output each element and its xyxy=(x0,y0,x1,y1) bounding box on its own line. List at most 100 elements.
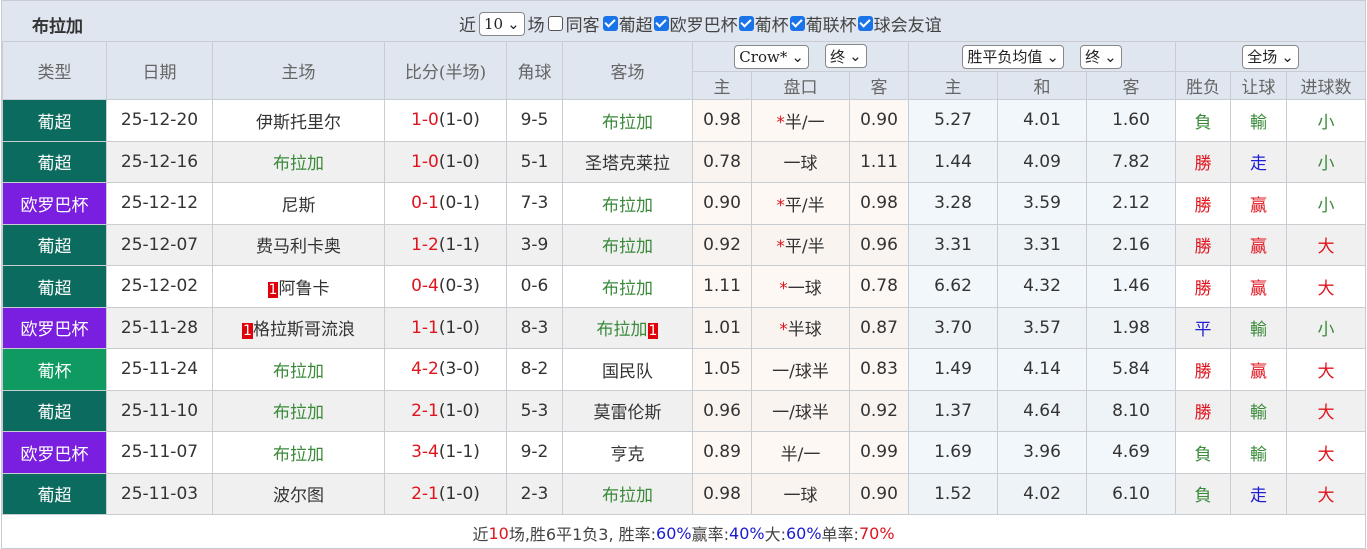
handicap-star: * xyxy=(776,237,785,258)
result-wdl: 勝 xyxy=(1175,140,1232,183)
match-count-select[interactable]: 10 ⌄ xyxy=(479,11,525,36)
subcol-header: 让球 xyxy=(1230,71,1288,100)
handicap-value: 一/球半 xyxy=(772,403,829,424)
date-cell: 25-11-07 xyxy=(106,431,213,474)
chevron-down-icon: ⌄ xyxy=(507,14,520,33)
half-time-score: (0-3) xyxy=(438,276,480,297)
avg-win: 6.62 xyxy=(908,265,999,308)
away-team-cell[interactable]: 圣塔克莱拉 xyxy=(562,140,693,183)
date-cell: 25-12-12 xyxy=(106,182,213,225)
result-goals: 大 xyxy=(1286,472,1365,515)
away-team-cell[interactable]: 布拉加 xyxy=(562,265,693,308)
away-team-cell[interactable]: 布拉加 xyxy=(562,472,693,515)
away-team-cell[interactable]: 布拉加1 xyxy=(562,306,693,349)
table-row: 葡超 25-11-03 波尔图 2-1(1-0) 2-3 布拉加 0.98 一球… xyxy=(2,472,1365,515)
avg-type-select[interactable]: 胜平负均值 ⌄ xyxy=(962,44,1064,69)
home-team-cell[interactable]: 1格拉斯哥流浪 xyxy=(212,306,385,349)
score-cell[interactable]: 2-1(1-0) xyxy=(384,389,507,432)
score-cell[interactable]: 1-0(1-0) xyxy=(384,99,507,142)
filters: 近 10 ⌄ 场 同客 葡超 欧罗巴杯 葡杯 葡联杯 球会友谊 xyxy=(459,11,942,36)
away-team: 布拉加 xyxy=(602,237,653,258)
odds-group: Crow* ⌄ 终 ⌄ xyxy=(691,41,910,72)
result-wdl: 負 xyxy=(1175,472,1232,515)
table-row: 欧罗巴杯 25-11-28 1格拉斯哥流浪 1-1(1-0) 8-3 布拉加1 … xyxy=(2,306,1365,349)
competition-cell[interactable]: 葡超 xyxy=(2,223,107,266)
competition-cell[interactable]: 葡杯 xyxy=(2,348,107,391)
result-goals: 小 xyxy=(1286,140,1365,183)
home-team: 布拉加 xyxy=(273,444,324,465)
result-handicap: 赢 xyxy=(1230,348,1288,391)
handicap-value: 一球 xyxy=(787,278,822,299)
score-cell[interactable]: 0-4(0-3) xyxy=(384,265,507,308)
avg-win: 1.44 xyxy=(908,140,999,183)
away-team-cell[interactable]: 莫雷伦斯 xyxy=(562,389,693,432)
competition-cell[interactable]: 欧罗巴杯 xyxy=(2,306,107,349)
home-team: 布拉加 xyxy=(273,403,324,424)
comp-checkbox[interactable] xyxy=(653,16,669,31)
home-team-cell[interactable]: 费马利卡奥 xyxy=(212,223,385,266)
away-team-cell[interactable]: 布拉加 xyxy=(562,182,693,225)
field-label: 场 xyxy=(527,16,545,36)
handicap-value: 平/半 xyxy=(784,237,825,258)
competition-cell[interactable]: 葡超 xyxy=(2,140,107,183)
home-team-cell[interactable]: 布拉加 xyxy=(212,431,385,474)
comp-checkbox[interactable] xyxy=(789,16,805,31)
competition-cell[interactable]: 欧罗巴杯 xyxy=(2,182,107,225)
home-team-cell[interactable]: 布拉加 xyxy=(212,348,385,391)
result-goals: 小 xyxy=(1286,99,1365,142)
odds-home: 0.98 xyxy=(692,99,752,142)
cover-rate: 40% xyxy=(729,523,765,543)
home-team-cell[interactable]: 尼斯 xyxy=(212,182,385,225)
comp-label: 葡超 xyxy=(618,16,653,36)
competition-cell[interactable]: 葡超 xyxy=(2,472,107,515)
subcol-header: 进球数 xyxy=(1286,71,1365,100)
summary-text: 大: xyxy=(764,525,786,544)
avg-time-select[interactable]: 终 ⌄ xyxy=(1080,44,1122,69)
home-team-cell[interactable]: 伊斯托里尔 xyxy=(212,99,385,142)
home-team-cell[interactable]: 1阿鲁卡 xyxy=(212,265,385,308)
score-cell[interactable]: 1-1(1-0) xyxy=(384,306,507,349)
handicap-line: 半/一 xyxy=(751,431,850,474)
away-team-cell[interactable]: 亨克 xyxy=(562,431,693,474)
competition-cell[interactable]: 欧罗巴杯 xyxy=(2,431,107,474)
red-card-badge: 1 xyxy=(267,281,279,298)
home-team: 伊斯托里尔 xyxy=(256,112,341,133)
away-team-cell[interactable]: 布拉加 xyxy=(562,223,693,266)
odds-home: 0.89 xyxy=(692,431,752,474)
handicap-star: * xyxy=(776,195,785,216)
score-cell[interactable]: 1-0(1-0) xyxy=(384,140,507,183)
scope-select[interactable]: 全场 ⌄ xyxy=(1242,44,1299,69)
score-cell[interactable]: 1-2(1-1) xyxy=(384,223,507,266)
avg-loss: 2.16 xyxy=(1086,223,1177,266)
score-cell[interactable]: 0-1(0-1) xyxy=(384,182,507,225)
full-time-score: 3-4 xyxy=(411,442,439,463)
odds-time-select[interactable]: 终 ⌄ xyxy=(825,44,867,69)
competition-cell[interactable]: 葡超 xyxy=(2,265,107,308)
full-time-score: 0-4 xyxy=(411,276,439,297)
date-cell: 25-11-24 xyxy=(106,348,213,391)
result-handicap: 輸 xyxy=(1230,306,1288,349)
comp-checkbox[interactable] xyxy=(738,16,754,31)
score-cell[interactable]: 4-2(3-0) xyxy=(384,348,507,391)
half-time-score: (1-0) xyxy=(438,400,480,421)
half-time-score: (0-1) xyxy=(438,193,480,214)
score-cell[interactable]: 3-4(1-1) xyxy=(384,431,507,474)
home-team-cell[interactable]: 波尔图 xyxy=(212,472,385,515)
odds-away: 0.98 xyxy=(848,182,910,225)
result-wdl: 勝 xyxy=(1175,265,1232,308)
away-team-cell[interactable]: 国民队 xyxy=(562,348,693,391)
comp-checkbox[interactable] xyxy=(602,16,618,31)
competition-cell[interactable]: 葡超 xyxy=(2,389,107,432)
home-team-cell[interactable]: 布拉加 xyxy=(212,140,385,183)
home-team-cell[interactable]: 布拉加 xyxy=(212,389,385,432)
half-time-score: (1-1) xyxy=(438,442,480,463)
competition-cell[interactable]: 葡超 xyxy=(2,99,107,142)
comp-checkbox[interactable] xyxy=(857,16,873,31)
odds-company-select[interactable]: Crow* ⌄ xyxy=(734,44,809,69)
subcol-header: 和 xyxy=(997,71,1088,100)
same-away-checkbox[interactable] xyxy=(547,16,563,31)
odds-home: 0.78 xyxy=(692,140,752,183)
summary: 近 10 场,胜6平1负3, 胜率: 60% 赢率: 40% 大: 60% 单率: 70% xyxy=(2,515,1365,548)
score-cell[interactable]: 2-1(1-0) xyxy=(384,472,507,515)
away-team-cell[interactable]: 布拉加 xyxy=(562,99,693,142)
